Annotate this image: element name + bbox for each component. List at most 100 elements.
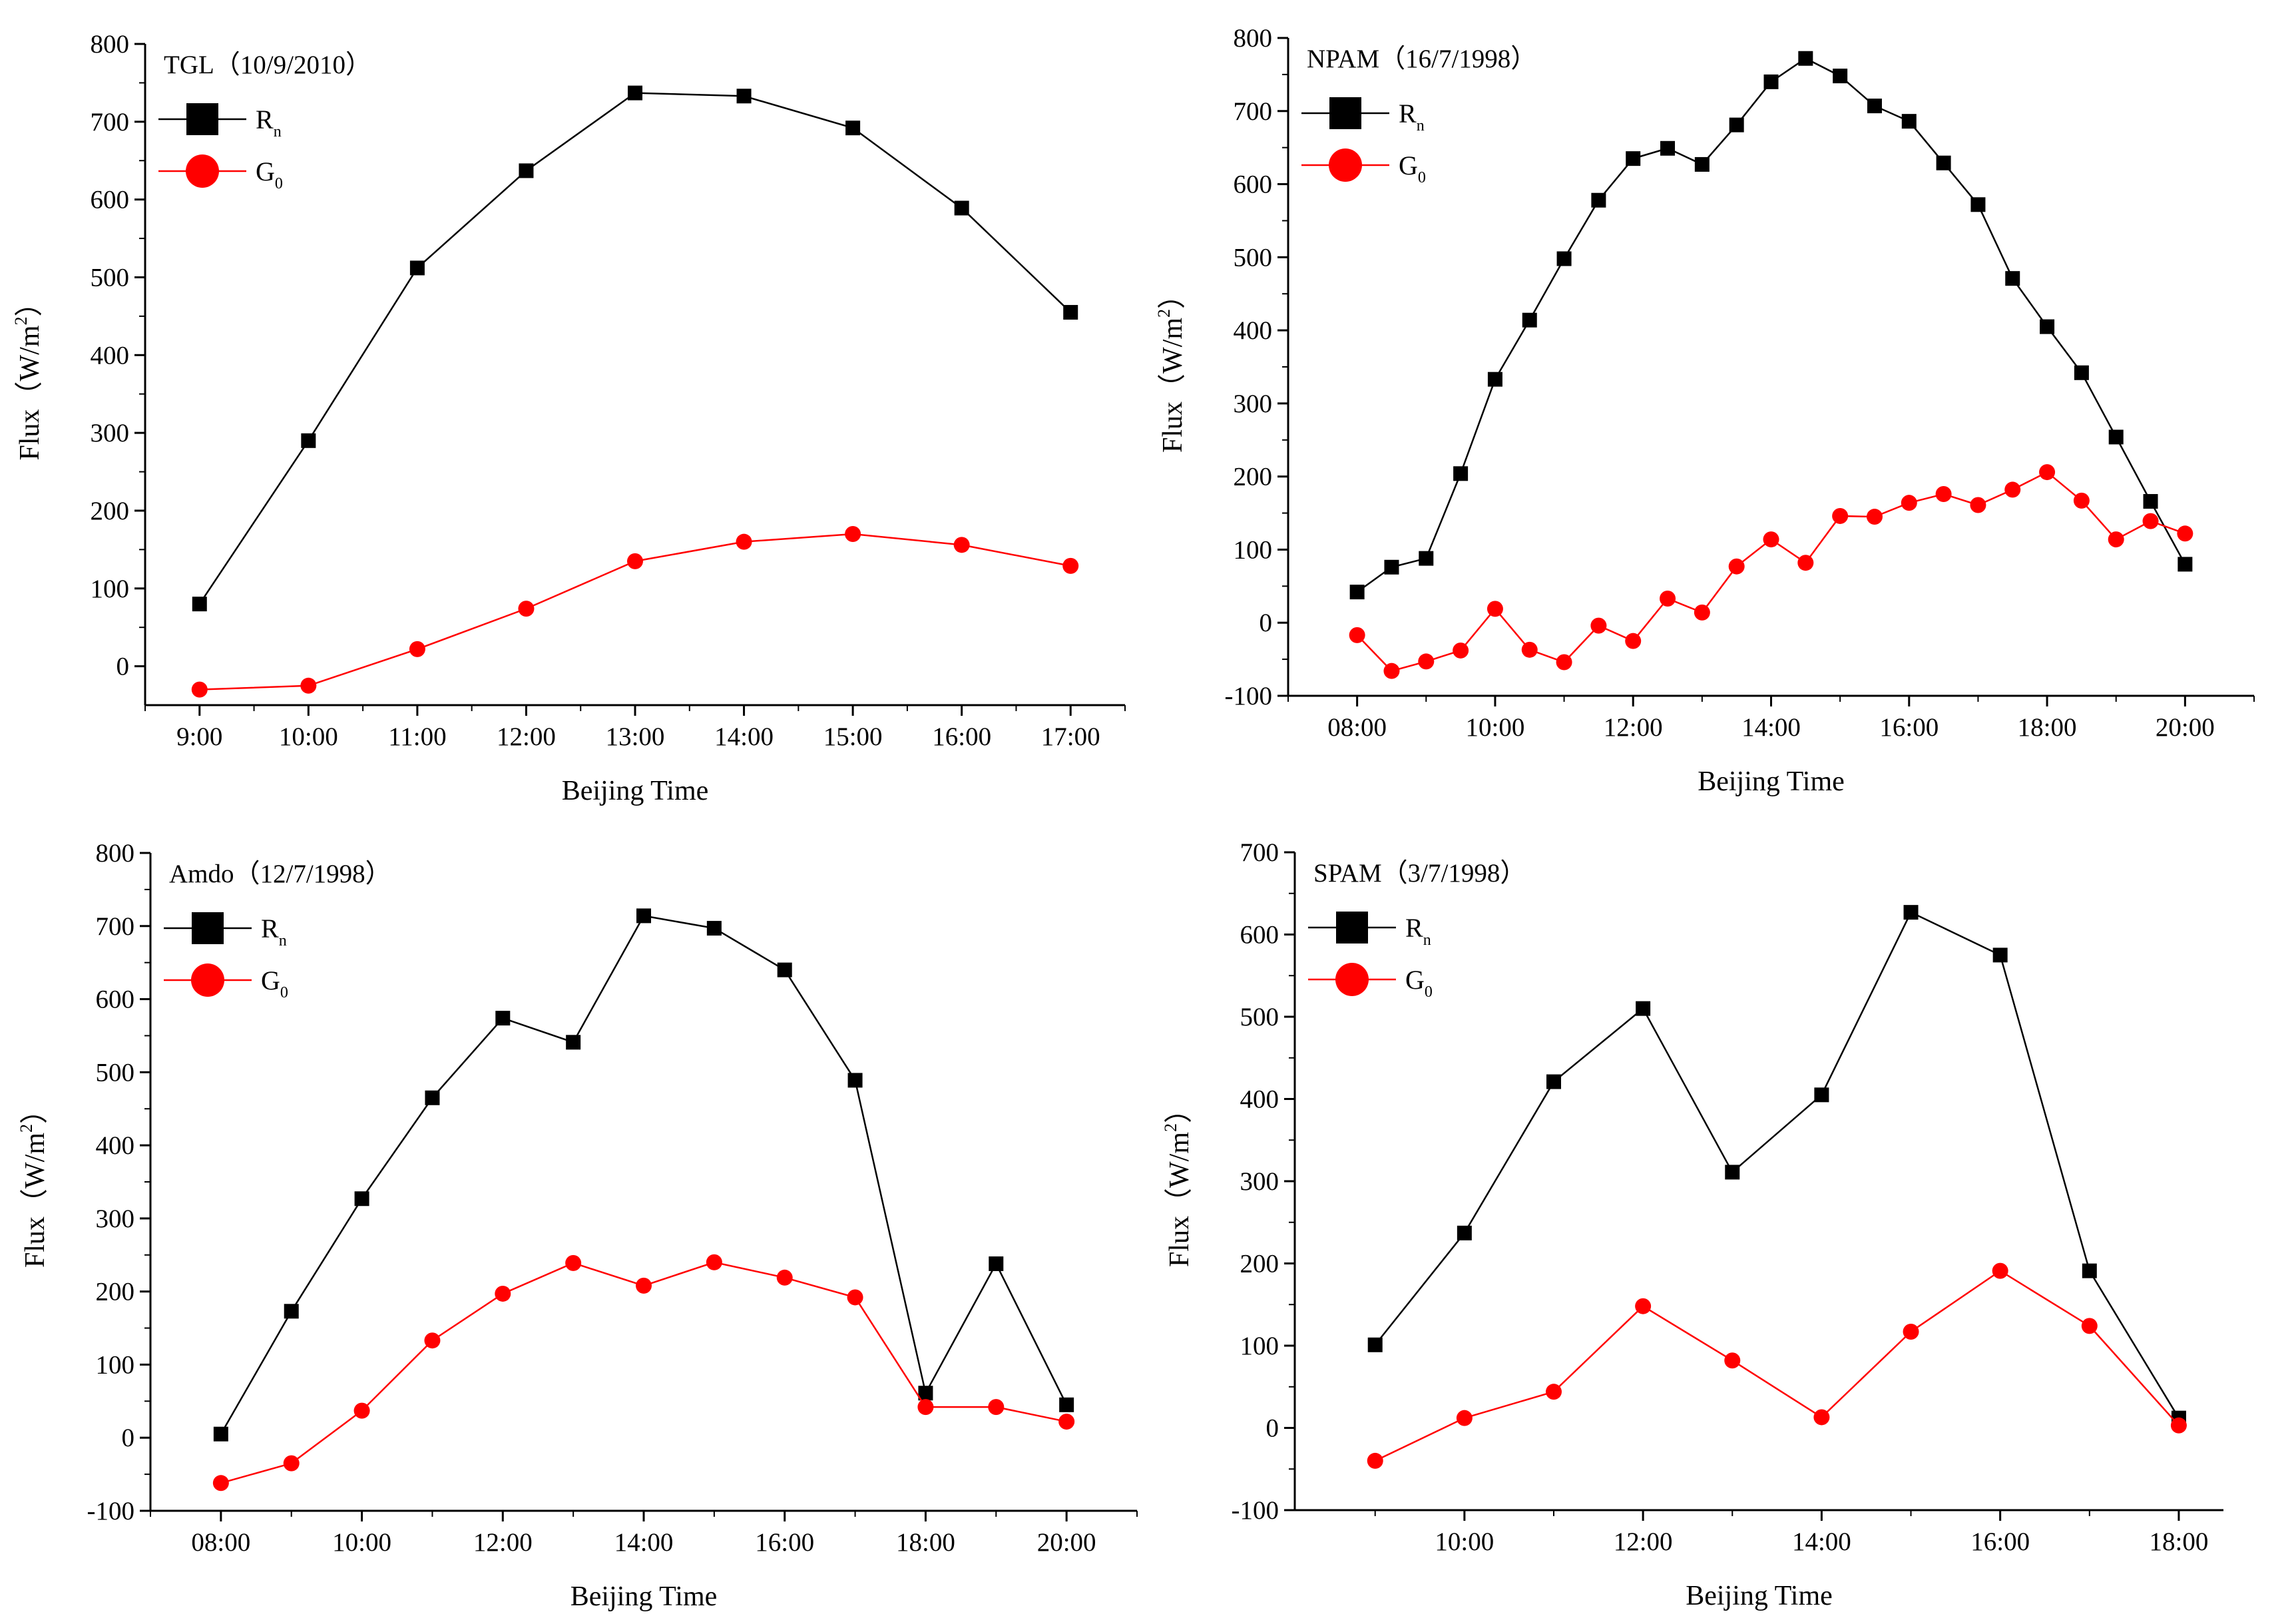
data-point-g0 [1635, 1298, 1652, 1314]
data-point-g0 [409, 641, 425, 657]
data-point-g0 [1487, 601, 1503, 617]
data-point-g0 [1556, 654, 1572, 671]
data-point-rn [409, 260, 425, 276]
y-tick-label: 700 [96, 912, 135, 941]
y-tick-label: 200 [1240, 1250, 1279, 1278]
data-point-g0 [283, 1455, 300, 1472]
data-point-rn [301, 433, 316, 448]
series-line-rn [1374, 911, 2180, 1419]
data-point-rn [284, 1304, 299, 1319]
data-point-rn [2005, 271, 2020, 286]
data-point-g0 [2170, 1417, 2187, 1434]
legend-label: Rn [261, 914, 287, 949]
y-tick-label: 700 [1240, 838, 1279, 867]
x-tick-label: 12:00 [1614, 1527, 1673, 1556]
legend-label-name: G [1399, 150, 1418, 180]
legend-marker-circle [191, 963, 224, 997]
data-point-rn [1591, 192, 1606, 208]
data-point-rn [1970, 197, 1986, 212]
legend-label-subscript: n [1417, 117, 1425, 135]
x-tick-label: 15:00 [823, 722, 883, 751]
data-point-rn [1384, 559, 1399, 575]
data-point-rn [1814, 1087, 1829, 1103]
data-point-g0 [636, 1277, 652, 1294]
y-tick-label: -100 [87, 1497, 135, 1525]
x-tick-label: 20:00 [2156, 713, 2215, 742]
y-axis-title-close: ） [20, 1096, 51, 1124]
data-point-rn [1694, 156, 1710, 172]
y-axis-title-close: ） [1164, 1095, 1195, 1123]
y-axis-title-close: ） [15, 288, 45, 316]
y-tick-label: 600 [96, 985, 135, 1014]
data-point-rn [1487, 372, 1502, 387]
data-point-g0 [917, 1399, 934, 1416]
data-point-g0 [845, 525, 861, 542]
data-point-g0 [518, 601, 535, 617]
data-point-g0 [565, 1254, 582, 1271]
data-point-rn [989, 1256, 1004, 1271]
data-point-rn [1867, 99, 1882, 114]
y-axis-title-text: Flux（W/m [1164, 1132, 1195, 1267]
x-tick-label: 18:00 [896, 1528, 955, 1557]
data-point-g0 [1349, 627, 1365, 643]
data-point-g0 [1970, 497, 1986, 513]
x-axis-title-text: Beijing Time [1686, 1581, 1833, 1611]
y-tick-label: -100 [1232, 1496, 1279, 1525]
data-point-g0 [1660, 590, 1676, 607]
y-tick-label: 500 [91, 263, 130, 292]
x-tick-label: 18:00 [2018, 713, 2077, 742]
legend-label-name: R [1405, 913, 1423, 943]
y-tick-label: 400 [1240, 1085, 1279, 1114]
x-tick-label: 16:00 [1970, 1527, 2030, 1556]
data-point-rn [636, 908, 651, 924]
data-point-g0 [1903, 1324, 1919, 1340]
y-tick-label: -100 [1225, 682, 1273, 710]
data-point-g0 [1724, 1352, 1741, 1369]
y-tick-label: 200 [91, 497, 130, 525]
x-axis-title: Beijing Time [562, 776, 709, 806]
data-point-g0 [847, 1289, 863, 1306]
legend-label-subscript: 0 [280, 984, 288, 1001]
x-tick-label: 10:00 [279, 722, 338, 751]
series-line-rn [220, 915, 1068, 1435]
legend-marker-square [192, 912, 224, 944]
y-tick-label: 400 [91, 341, 130, 370]
legend-marker-circle [1329, 148, 1362, 182]
legend-label-name: R [256, 105, 274, 135]
x-tick-label: 14:00 [1792, 1527, 1851, 1556]
data-point-rn [845, 121, 861, 136]
legend-label-name: R [261, 914, 279, 944]
data-point-g0 [212, 1475, 229, 1491]
chart-title: TGL（10/9/2010） [164, 51, 371, 79]
x-tick-label: 14:00 [714, 722, 774, 751]
x-axis-title: Beijing Time [1698, 766, 1845, 797]
y-tick-label: 500 [1240, 1003, 1279, 1031]
data-point-rn [706, 921, 722, 936]
legend-label-subscript: n [279, 932, 287, 949]
y-tick-label: 800 [1234, 24, 1273, 53]
y-tick-label: 200 [1234, 463, 1273, 491]
y-tick-label: 600 [91, 186, 130, 214]
data-point-g0 [2073, 492, 2090, 509]
data-point-g0 [1590, 617, 1607, 634]
data-point-rn [1349, 585, 1365, 600]
data-point-rn [1556, 251, 1572, 266]
legend-label: G0 [256, 156, 283, 192]
legend-marker-square [186, 103, 218, 135]
data-point-g0 [776, 1269, 793, 1286]
data-point-rn [954, 200, 969, 216]
data-point-rn [1901, 114, 1917, 129]
data-point-rn [2074, 365, 2089, 380]
data-point-rn [1457, 1225, 1472, 1240]
data-point-rn [2143, 493, 2158, 509]
data-point-rn [192, 597, 207, 612]
data-point-rn [1626, 151, 1641, 166]
data-point-rn [2040, 319, 2055, 334]
x-tick-label: 16:00 [755, 1528, 814, 1557]
legend-label-subscript: 0 [1425, 983, 1433, 1001]
x-axis-title: Beijing Time [571, 1581, 718, 1612]
